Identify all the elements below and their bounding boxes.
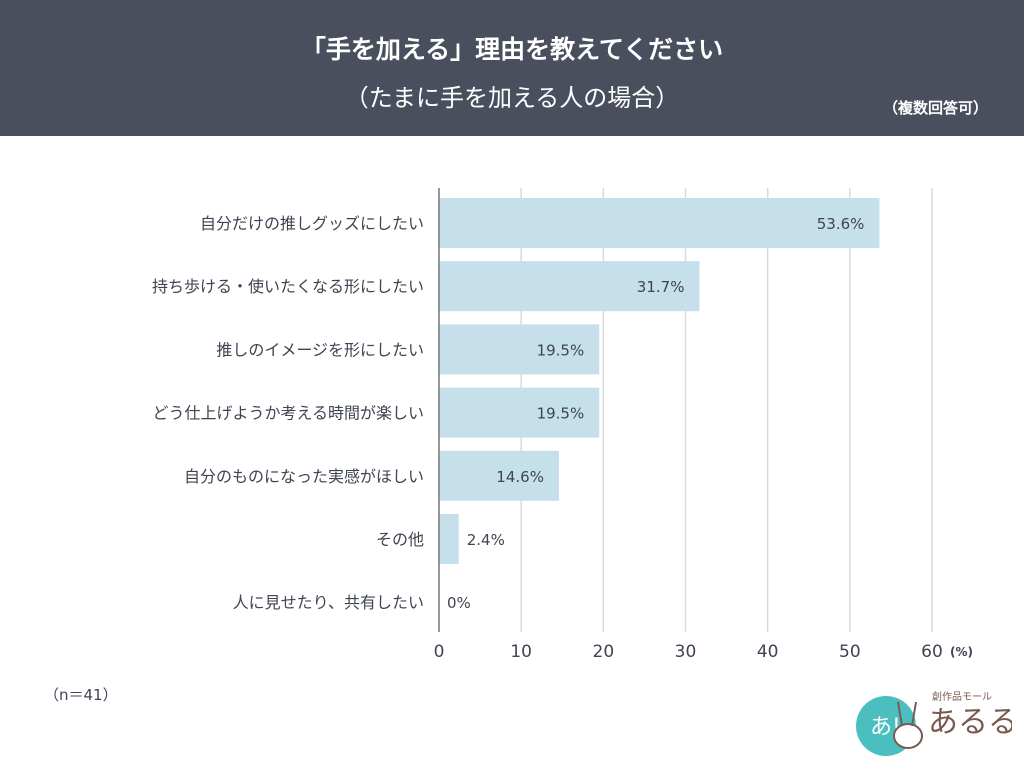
bar (439, 261, 700, 312)
multiple-answer-note: （複数回答可） (882, 99, 988, 117)
category-label: 人に見せたり、共有したい (233, 593, 424, 612)
data-label: 31.7% (637, 278, 685, 296)
x-unit-label: (%) (950, 645, 973, 659)
data-label: 2.4% (467, 531, 505, 549)
category-label: 推しのイメージを形にしたい (216, 340, 424, 359)
category-label: 自分だけの推しグッズにしたい (200, 214, 424, 233)
category-label: どう仕上げようか考える時間が楽しい (152, 404, 424, 423)
sample-size: （n＝41） (44, 686, 118, 704)
x-tick-label: 40 (757, 642, 779, 662)
x-tick-label: 30 (675, 642, 697, 662)
bar (439, 387, 600, 438)
chart-subtitle: （たまに手を加える人の場合） (344, 84, 680, 112)
x-tick-label: 60 (921, 642, 943, 662)
arulu-logo: あ! 創作品モール あるる (856, 691, 1012, 756)
bar (439, 450, 559, 501)
category-label: 持ち歩ける・使いたくなる形にしたい (152, 277, 424, 296)
header: 「手を加える」理由を教えてください （たまに手を加える人の場合） （複数回答可） (0, 0, 1024, 136)
x-tick-label: 20 (593, 642, 615, 662)
x-tick-label: 0 (434, 642, 445, 662)
bar (439, 514, 459, 564)
data-label: 19.5% (537, 341, 585, 359)
data-label: 53.6% (817, 215, 865, 233)
x-tick-label: 50 (839, 642, 861, 662)
data-label: 14.6% (496, 468, 544, 486)
svg-text:創作品モール: 創作品モール (932, 691, 992, 703)
chart-title: 「手を加える」理由を教えてください (300, 35, 724, 64)
data-label: 0% (447, 594, 471, 612)
svg-text:あるる: あるる (928, 705, 1012, 740)
data-label: 19.5% (537, 405, 585, 423)
bar (439, 198, 880, 248)
category-label: その他 (376, 530, 424, 549)
bar (439, 324, 600, 375)
x-tick-label: 10 (510, 642, 532, 662)
category-label: 自分のものになった実感がほしい (184, 467, 424, 486)
